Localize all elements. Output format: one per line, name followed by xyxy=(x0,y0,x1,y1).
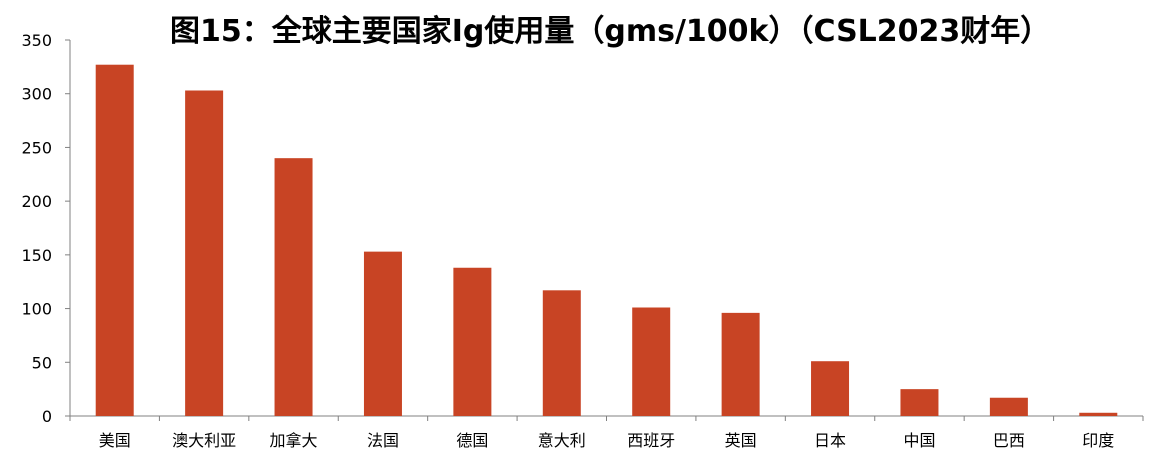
x-category-label: 中国 xyxy=(903,431,935,449)
axes-layer xyxy=(65,39,1144,421)
bar xyxy=(721,312,760,416)
x-category-label: 英国 xyxy=(725,431,757,449)
bar xyxy=(453,267,492,416)
x-category-label: 美国 xyxy=(99,431,131,449)
x-category-label: 西班牙 xyxy=(627,431,675,449)
x-category-label: 澳大利亚 xyxy=(172,431,236,449)
chart-title: 图15：全球主要国家Ig使用量（gms/100k）（CSL2023财年） xyxy=(170,14,1051,49)
bar xyxy=(811,361,850,416)
bar xyxy=(900,389,939,416)
y-tick-label: 350 xyxy=(21,31,52,50)
bar xyxy=(632,307,671,416)
y-tick-label: 150 xyxy=(21,246,52,265)
x-category-label: 法国 xyxy=(367,431,399,449)
y-tick-label: 100 xyxy=(21,300,52,319)
bar xyxy=(363,251,402,416)
bar xyxy=(95,64,134,417)
labels-layer: 0 50 100 150 200 250 300 350 美国 澳大利亚 加拿大 法国 德国 意大利 西班牙… xyxy=(21,31,1114,449)
bar xyxy=(185,90,224,417)
x-category-label: 日本 xyxy=(814,431,846,449)
x-category-label: 加拿大 xyxy=(270,431,318,449)
bar xyxy=(989,397,1028,416)
bar xyxy=(1079,412,1118,416)
x-category-label: 巴西 xyxy=(993,431,1025,449)
bar xyxy=(274,158,313,416)
x-category-label: 德国 xyxy=(456,431,488,449)
x-category-label: 印度 xyxy=(1082,431,1114,449)
bars-layer xyxy=(95,64,1118,417)
y-tick-label: 200 xyxy=(21,192,52,211)
y-tick-label: 0 xyxy=(42,407,52,426)
y-tick-label: 300 xyxy=(21,85,52,104)
y-tick-label: 50 xyxy=(32,353,52,372)
x-category-label: 意大利 xyxy=(538,431,586,449)
bar xyxy=(542,290,581,416)
y-tick-label: 250 xyxy=(21,138,52,157)
